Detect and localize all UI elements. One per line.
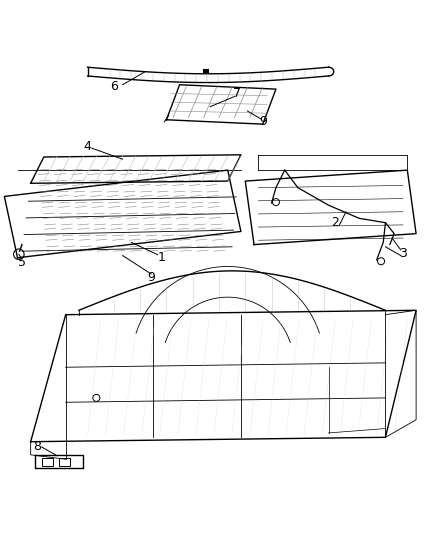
Text: 6: 6 [110,80,118,93]
Text: 7: 7 [233,87,240,100]
Text: 1: 1 [158,251,166,264]
Text: 3: 3 [399,247,407,260]
Text: 9: 9 [259,116,267,128]
Text: 8: 8 [33,440,41,454]
Text: 5: 5 [18,256,26,269]
Text: 9: 9 [147,271,155,284]
Text: 2: 2 [331,216,339,229]
Bar [42,458,53,466]
Bar [59,458,70,466]
Text: 4: 4 [84,140,92,152]
